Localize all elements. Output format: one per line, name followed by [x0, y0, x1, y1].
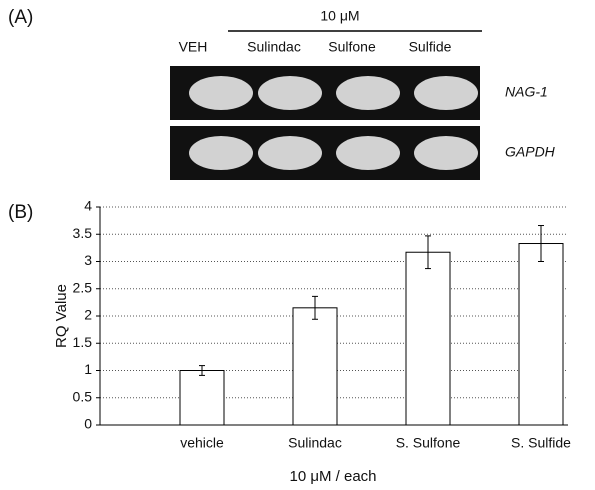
gene-label: NAG-1	[505, 84, 548, 100]
x-tick-label: Sulindac	[288, 435, 342, 451]
x-tick-label: S. Sulfide	[511, 435, 571, 451]
gel-band	[258, 136, 322, 170]
lane-label: VEH	[179, 39, 208, 55]
x-axis-label: 10 μM / each	[289, 468, 376, 485]
gene-label: GAPDH	[505, 144, 556, 160]
panel-label: (A)	[8, 7, 33, 28]
concentration-label: 10 μM	[320, 8, 359, 24]
y-tick-label: 3	[84, 252, 92, 268]
bar	[293, 308, 337, 425]
gel-band	[414, 136, 478, 170]
y-tick-label: 1	[84, 361, 92, 377]
bar	[519, 244, 563, 425]
y-tick-label: 4	[84, 198, 92, 214]
gel-band	[336, 136, 400, 170]
y-tick-label: 2.5	[73, 279, 93, 295]
gel-band	[336, 76, 400, 110]
gel-band	[189, 76, 253, 110]
x-tick-label: vehicle	[180, 435, 224, 451]
gel-band	[189, 136, 253, 170]
bar	[406, 252, 450, 425]
gel-band	[414, 76, 478, 110]
lane-label: Sulindac	[247, 39, 301, 55]
gel-band	[258, 76, 322, 110]
lane-label: Sulfone	[328, 39, 376, 55]
panel-label: (B)	[8, 202, 33, 223]
x-tick-label: S. Sulfone	[396, 435, 461, 451]
lane-label: Sulfide	[409, 39, 452, 55]
y-axis-label: RQ Value	[53, 284, 70, 348]
y-tick-label: 0	[84, 416, 92, 432]
figure: (A) 10 μM (B) VEH Sulindac Sulfone Sulfide N…	[0, 0, 595, 490]
bar	[180, 371, 224, 426]
y-tick-label: 0.5	[73, 388, 93, 404]
y-tick-label: 3.5	[73, 225, 93, 241]
y-tick-label: 2	[84, 307, 92, 323]
y-tick-label: 1.5	[73, 334, 93, 350]
